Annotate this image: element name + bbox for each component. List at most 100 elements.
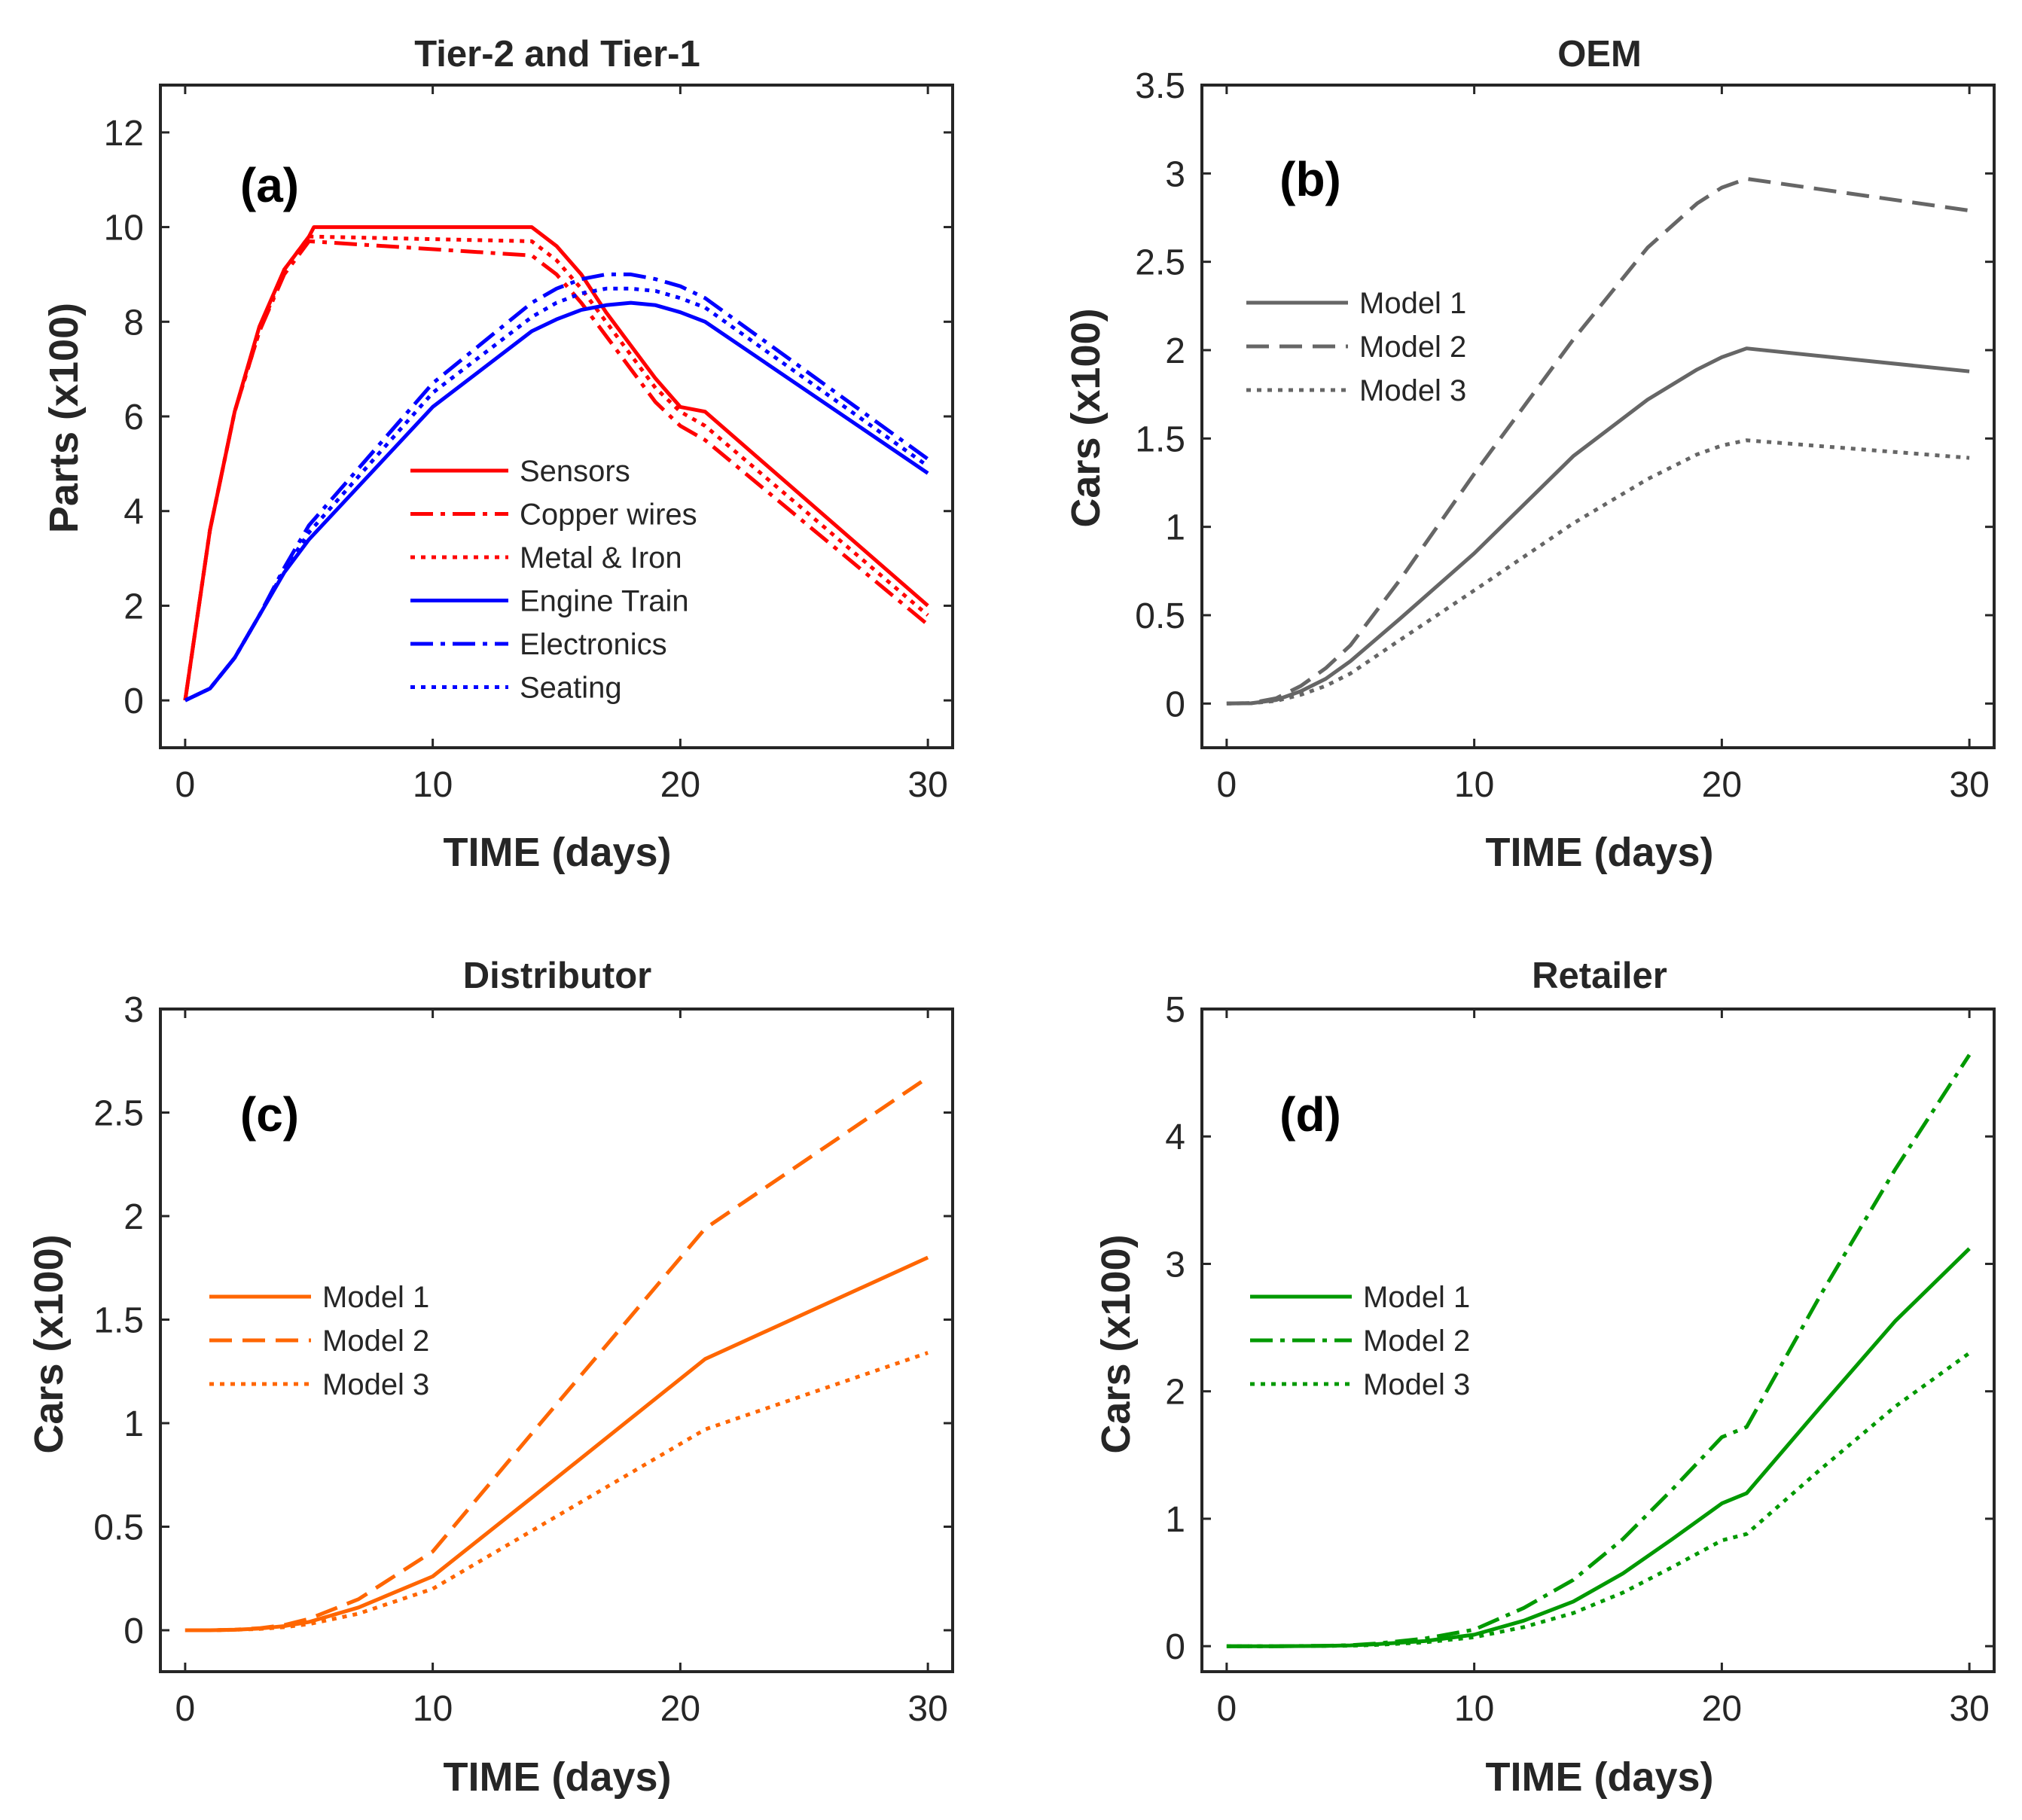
series-line-model-3 [1226,1351,1971,1648]
series-line-model-2 [1226,176,1970,706]
panel-c-ticks: 0 10 20 30 0 0.5 1 1.5 2 2.5 3 [93,990,953,1729]
panel-c-ylabel: Cars (x100) [26,1234,72,1453]
panel-c-axes [159,1008,954,1673]
panel-a-xtick-label: 0 [175,765,196,805]
panel-c-ytick-label: 1.5 [93,1301,144,1341]
series-line-model-3 [1226,438,1970,706]
panel-a-ytick-label: 12 [104,114,144,154]
panel-b-ytick-label: 1.5 [1135,419,1185,459]
panel-b-xtick-label: 20 [1702,765,1742,805]
panel-d-xtick-label: 0 [1217,1689,1237,1729]
series-line-electronics [184,272,929,703]
panel-a-xtick-label: 10 [413,765,453,805]
panel-d-ytick-label: 5 [1165,990,1185,1030]
panel-a-axes [159,84,954,749]
panel-a-ylabel: Parts (x100) [41,303,87,533]
panel-b: OEM (b) Cars (x100) TIME (days) 0 10 20 30 0… [1063,34,1996,875]
panel-d-legend: Model 1 Model 2 Model 3 [1250,1281,1470,1401]
panel-b-xtick-label: 30 [1949,765,1989,805]
legend-label: Electronics [520,628,667,661]
legend-label: Model 2 [322,1325,429,1358]
panel-c: Distributor (c) Cars (x100) TIME (days) … [26,956,954,1800]
legend-label: Seating [520,672,622,705]
series-line-model-2 [1226,1053,1972,1648]
panel-c-xlabel: TIME (days) [443,1754,671,1800]
series-line-model-1 [185,1255,929,1633]
panel-b-title: OEM [1557,34,1642,75]
panel-d-ytick-label: 4 [1165,1117,1185,1157]
series-line-model-2 [185,1075,929,1633]
panel-d-ytick-label: 0 [1165,1627,1185,1667]
legend-label: Copper wires [520,498,697,532]
legend-label: Sensors [520,455,630,488]
legend-label: Model 3 [1359,374,1466,407]
panel-c-ytick-label: 3 [124,990,144,1030]
series-line-model-1 [1226,346,1970,706]
panel-c-title: Distributor [463,956,651,996]
panel-b-lines [1226,176,1970,706]
panel-c-ytick-label: 2 [124,1197,144,1237]
legend-label: Engine Train [520,585,689,618]
panel-a-xtick-label: 20 [660,765,700,805]
panel-a-ytick-label: 8 [124,303,144,343]
panel-b-xtick-label: 10 [1454,765,1494,805]
series-line-model-3 [185,1351,929,1633]
panel-a-ytick-label: 10 [104,209,144,248]
panel-d-title: Retailer [1532,956,1667,996]
panel-b-ytick-label: 2 [1165,331,1185,371]
panel-a-lines [183,225,929,703]
panel-b-legend: Model 1 Model 2 Model 3 [1246,287,1466,407]
panel-a-xlabel: TIME (days) [443,830,671,875]
panel-b-axes [1200,84,1996,749]
panel-a-xtick-label: 30 [907,765,947,805]
legend-label: Model 3 [322,1368,429,1401]
panel-b-xtick-label: 0 [1217,765,1237,805]
panel-b-ytick-label: 3 [1165,154,1185,194]
panel-c-xtick-label: 0 [175,1689,196,1729]
panel-b-ytick-label: 1 [1165,508,1185,548]
panel-d: Retailer (d) Cars (x100) TIME (days) 0 10… [1093,956,1996,1800]
panel-a-label: (a) [240,158,299,212]
panel-a-legend: Sensors Copper wires Metal & Iron Engine Tr… [410,455,697,705]
panel-d-ytick-label: 1 [1165,1500,1185,1540]
panel-b-label: (b) [1279,152,1341,206]
panel-d-xtick-label: 30 [1949,1689,1989,1729]
panel-b-ytick-label: 2.5 [1135,243,1185,283]
panel-d-xtick-label: 20 [1702,1689,1742,1729]
panel-c-label: (c) [240,1087,299,1142]
series-line-metal-iron [183,234,929,701]
panel-a-ytick-label: 6 [124,398,144,437]
panel-a-ticks: 0 10 20 30 0 2 4 6 8 10 12 [104,85,953,805]
panel-d-xtick-label: 10 [1454,1689,1494,1729]
panel-a-title: Tier-2 and Tier-1 [414,34,700,75]
panel-c-ytick-label: 1 [124,1404,144,1444]
series-line-copper-wires [183,239,929,701]
panel-d-axes [1200,1008,1996,1673]
series-line-model-1 [1226,1247,1971,1648]
panel-c-legend: Model 1 Model 2 Model 3 [209,1281,429,1401]
legend-label: Model 2 [1359,331,1466,364]
panel-d-ylabel: Cars (x100) [1093,1234,1139,1453]
panel-c-xtick-label: 20 [660,1689,700,1729]
panel-c-xtick-label: 30 [907,1689,947,1729]
legend-label: Model 1 [1363,1281,1470,1314]
panel-b-ylabel: Cars (x100) [1063,308,1109,527]
legend-label: Model 1 [1359,287,1466,320]
panel-b-xlabel: TIME (days) [1485,830,1713,875]
panel-c-ytick-label: 0 [124,1611,144,1651]
series-line-seating [184,286,929,703]
legend-label: Metal & Iron [520,541,682,575]
panel-b-ticks: 0 10 20 30 0 0.5 1 1.5 2 2.5 3 3.5 [1135,66,1994,805]
panel-c-lines [185,1075,929,1633]
panel-a-ytick-label: 4 [124,492,144,532]
panel-c-ytick-label: 0.5 [93,1508,144,1548]
panel-a-ytick-label: 2 [124,587,144,626]
panel-d-lines [1226,1053,1972,1648]
panel-b-ytick-label: 3.5 [1135,66,1185,106]
panel-d-xlabel: TIME (days) [1485,1754,1713,1800]
panel-b-ytick-label: 0.5 [1135,596,1185,636]
panel-a: Tier-2 and Tier-1 (a) Parts (x100) TIME … [41,34,954,875]
panel-d-ytick-label: 2 [1165,1373,1185,1413]
legend-label: Model 2 [1363,1325,1470,1358]
